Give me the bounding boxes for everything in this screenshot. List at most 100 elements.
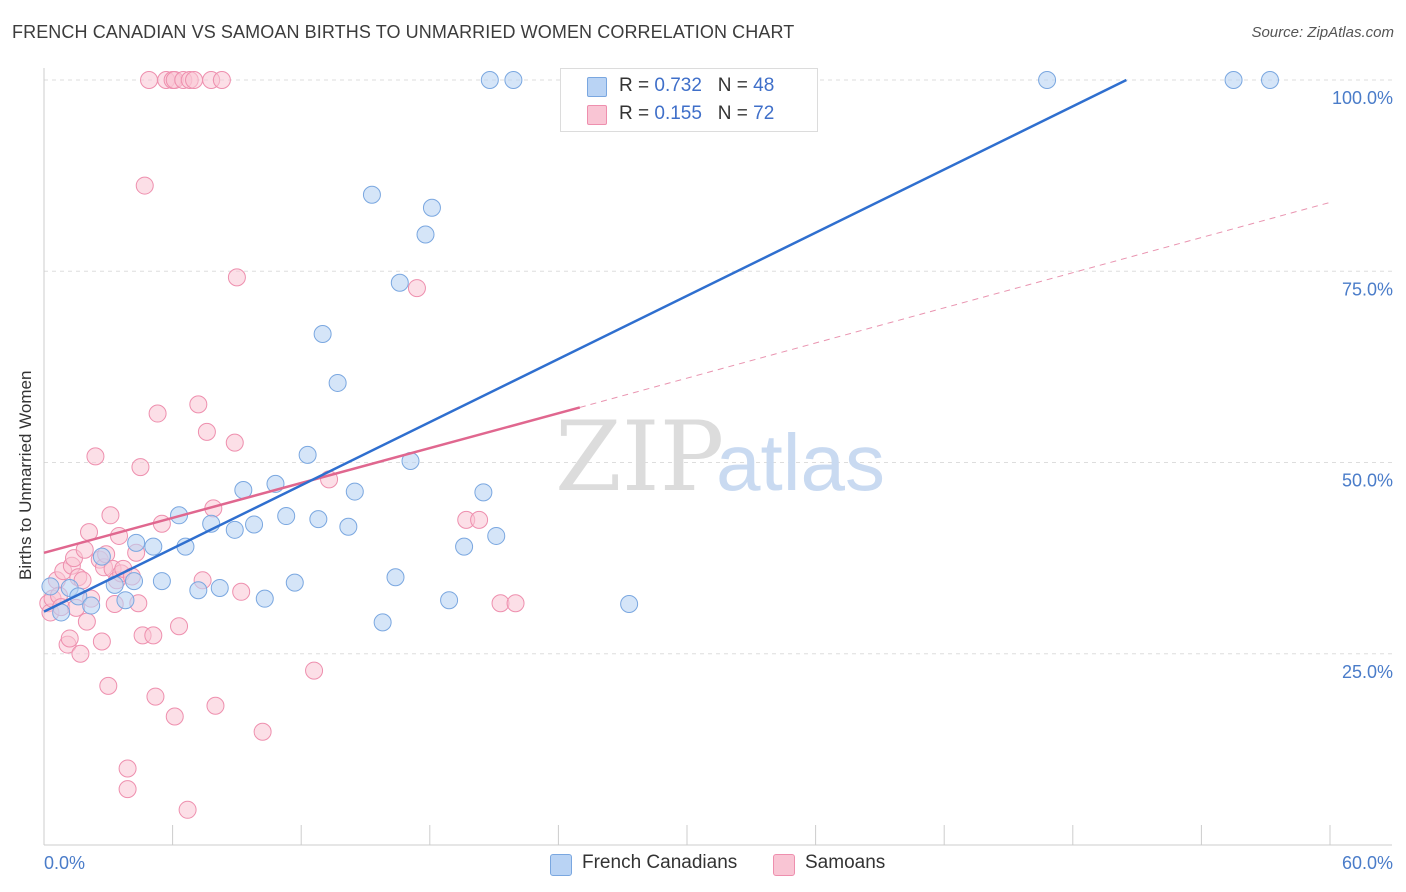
french-canadian-series	[41, 71, 1279, 632]
legend-samoan-n: 72	[753, 103, 775, 124]
samoan-point	[131, 458, 150, 477]
french-canadian-point	[362, 185, 381, 204]
french-canadian-point	[440, 591, 459, 610]
source-label: Source: ZipAtlas.com	[1251, 24, 1394, 41]
samoan-point	[92, 632, 111, 651]
french-canadian-point	[92, 547, 111, 566]
french-canadian-point	[416, 225, 435, 244]
french-canadian-point	[255, 589, 274, 608]
french-canadian-point	[328, 373, 347, 392]
french-canadian-point	[480, 71, 499, 89]
french-canadian-point	[176, 537, 195, 556]
french-canadian-point	[487, 526, 506, 545]
french-canadian-point	[298, 445, 317, 464]
french-canadian-point	[285, 573, 304, 592]
french-canadian-point	[41, 577, 60, 596]
grid	[44, 79, 1392, 655]
samoan-point	[305, 661, 324, 680]
french-canadian-point	[125, 572, 144, 591]
french-canadian-point	[82, 596, 101, 615]
samoan-point	[185, 71, 204, 89]
watermark-zip: ZIP	[555, 401, 724, 513]
legend-french-r: 0.732	[654, 75, 702, 96]
samoan-point	[253, 722, 272, 741]
samoan-point	[140, 71, 159, 89]
french-canadian-point	[189, 581, 208, 600]
legend-french-n: 48	[753, 75, 775, 96]
french-canadian-trend-line	[43, 78, 1127, 613]
samoan-point	[470, 510, 489, 529]
french-canadian-point	[455, 537, 474, 556]
legend-r-label: R =	[619, 75, 650, 96]
legend-r-label: R =	[619, 103, 650, 124]
french-canadian-point	[152, 572, 171, 591]
trend-lines	[43, 78, 1331, 613]
samoan-point	[101, 506, 120, 525]
x-tick-label: 0.0%	[44, 853, 85, 873]
samoan-point	[491, 594, 510, 613]
samoan-legend-swatch	[773, 854, 795, 876]
french-canadian-point	[210, 578, 229, 597]
french-legend-swatch	[550, 854, 572, 876]
french-canadian-point	[144, 537, 163, 556]
samoan-point	[189, 395, 208, 414]
x-tick-label: 60.0%	[1342, 853, 1393, 873]
french-legend-label: French Canadians	[582, 852, 738, 873]
samoan-point	[178, 800, 197, 819]
french-swatch	[587, 77, 607, 97]
samoan-point	[227, 268, 246, 287]
samoan-point	[86, 447, 105, 466]
samoan-point	[197, 422, 216, 441]
french-canadian-point	[309, 510, 328, 529]
french-canadian-point	[277, 507, 296, 526]
legend-samoan-r: 0.155	[654, 103, 702, 124]
samoan-point	[135, 176, 154, 195]
samoan-point	[60, 629, 79, 648]
french-canadian-point	[474, 483, 493, 502]
french-canadian-point	[345, 482, 364, 501]
french-canadian-point	[504, 71, 523, 89]
samoan-point	[118, 759, 137, 778]
french-canadian-point	[127, 533, 146, 552]
samoan-point	[77, 612, 96, 631]
samoan-point	[232, 582, 251, 601]
legend-n-label: N =	[717, 75, 748, 96]
samoan-point	[148, 404, 167, 423]
samoan-series	[39, 71, 525, 819]
french-canadian-point	[245, 515, 264, 534]
french-canadian-point	[373, 613, 392, 632]
samoan-point	[99, 676, 118, 695]
french-canadian-point	[1038, 71, 1057, 89]
axes	[43, 68, 1392, 846]
samoan-legend-label: Samoans	[805, 852, 886, 873]
french-canadian-point	[313, 324, 332, 343]
samoan-point	[225, 433, 244, 452]
samoan-point	[118, 780, 137, 799]
french-canadian-point	[1224, 71, 1243, 89]
samoan-point	[165, 707, 184, 726]
samoan-point	[71, 644, 90, 663]
correlation-legend: R = 0.732 N = 48 R = 0.155 N = 72	[560, 68, 818, 132]
y-axis-label: Births to Unmarried Women	[16, 370, 35, 580]
samoan-point	[146, 687, 165, 706]
french-canadian-point	[225, 520, 244, 539]
chart-title: FRENCH CANADIAN VS SAMOAN BIRTHS TO UNMA…	[12, 22, 795, 42]
french-canadian-point	[422, 198, 441, 217]
french-canadian-point	[116, 591, 135, 610]
y-tick-label: 100.0%	[1332, 88, 1393, 108]
samoan-point	[170, 617, 189, 636]
samoan-point	[206, 696, 225, 715]
french-canadian-point	[1260, 71, 1279, 89]
y-tick-label: 75.0%	[1342, 279, 1393, 299]
samoan-point	[212, 71, 231, 89]
french-canadian-point	[620, 595, 639, 614]
samoan-point	[506, 594, 525, 613]
watermark-atlas: atlas	[716, 418, 885, 507]
samoan-trend-extension	[579, 201, 1331, 408]
y-tick-label: 50.0%	[1342, 471, 1393, 491]
french-canadian-point	[386, 568, 405, 587]
french-canadian-point	[390, 273, 409, 292]
samoan-swatch	[587, 105, 607, 125]
samoan-point	[144, 626, 163, 645]
